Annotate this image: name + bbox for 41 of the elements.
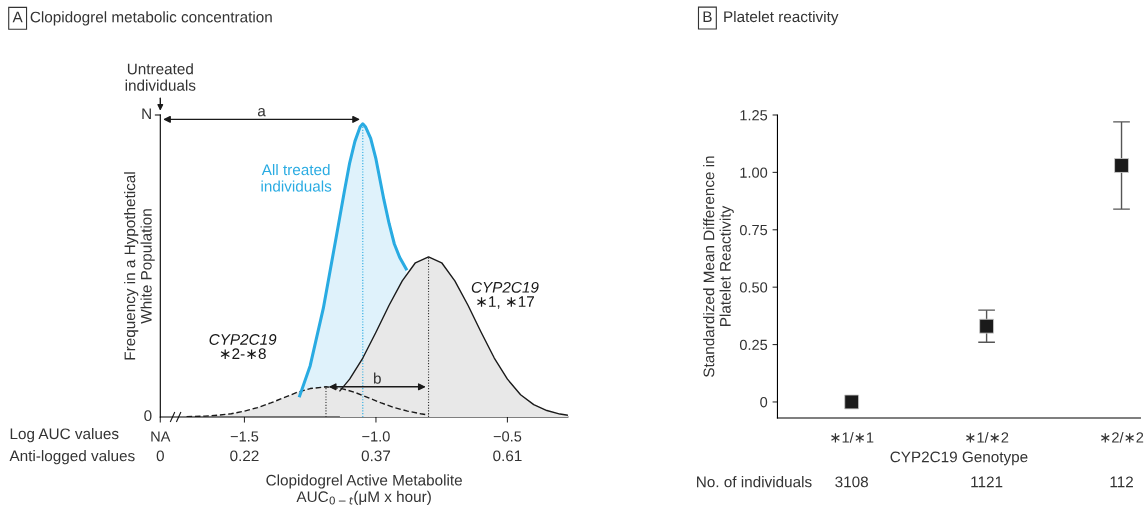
x-axis-title: CYP2C19 Genotype xyxy=(890,451,1028,466)
text: 0.61 xyxy=(493,450,522,462)
text: Anti-logged values xyxy=(9,450,135,465)
text: Log AUC values xyxy=(10,427,119,443)
text: CYP2C19 ∗2-∗8 xyxy=(209,334,277,360)
text: Untreated individuals xyxy=(125,63,196,91)
x-tick-label: −0.5 xyxy=(493,431,522,442)
point xyxy=(844,394,860,410)
x-axis-title: Clopidogrel Active Metabolite AUC$_{0−t}$(μM x hour) xyxy=(266,474,462,506)
y-tick-label: 0.75 xyxy=(739,224,768,236)
text: A xyxy=(12,11,23,23)
y-tick-label: 1.25 xyxy=(740,110,768,121)
text: 0.37 xyxy=(361,450,391,462)
text: 1121 xyxy=(971,476,1003,488)
x-tick-label: −1.5 xyxy=(230,431,259,442)
y-axis-title: Standardized Mean Difference in Platelet Reactivity xyxy=(703,156,734,377)
y-tick-label: 1.00 xyxy=(740,167,768,178)
point xyxy=(979,318,994,334)
x-tick-label: ∗1/∗2 xyxy=(966,431,1009,443)
text: 0 xyxy=(144,410,152,422)
text: N xyxy=(142,108,151,119)
annotation: b xyxy=(374,372,381,384)
text: 112 xyxy=(1110,476,1133,488)
text: 3108 xyxy=(835,476,868,488)
x-tick-label: −1.0 xyxy=(362,431,390,442)
text: a xyxy=(257,108,266,117)
text: 0.22 xyxy=(230,450,259,462)
y-tick-label: 0.25 xyxy=(739,339,768,350)
text: B xyxy=(703,11,712,22)
chart-title: Platelet reactivity xyxy=(724,10,839,26)
series-label: CYP2C19 ∗1, ∗17 xyxy=(471,281,539,309)
x-tick-label: ∗1/∗1 xyxy=(831,431,874,443)
text: 0 xyxy=(156,450,164,462)
chart-title: Clopidogrel metabolic concentration xyxy=(30,11,272,26)
x-tick-label: NA xyxy=(151,431,171,442)
y-axis-title: Frequency in a Hypothetical White Population xyxy=(124,172,155,360)
y-tick-label: 0 xyxy=(760,397,768,408)
series-label: All treated individuals xyxy=(261,164,332,192)
y-tick-label: 0.50 xyxy=(739,282,768,293)
text: No. of individuals xyxy=(697,476,812,488)
x-tick-label: ∗2/∗2 xyxy=(1101,431,1144,443)
